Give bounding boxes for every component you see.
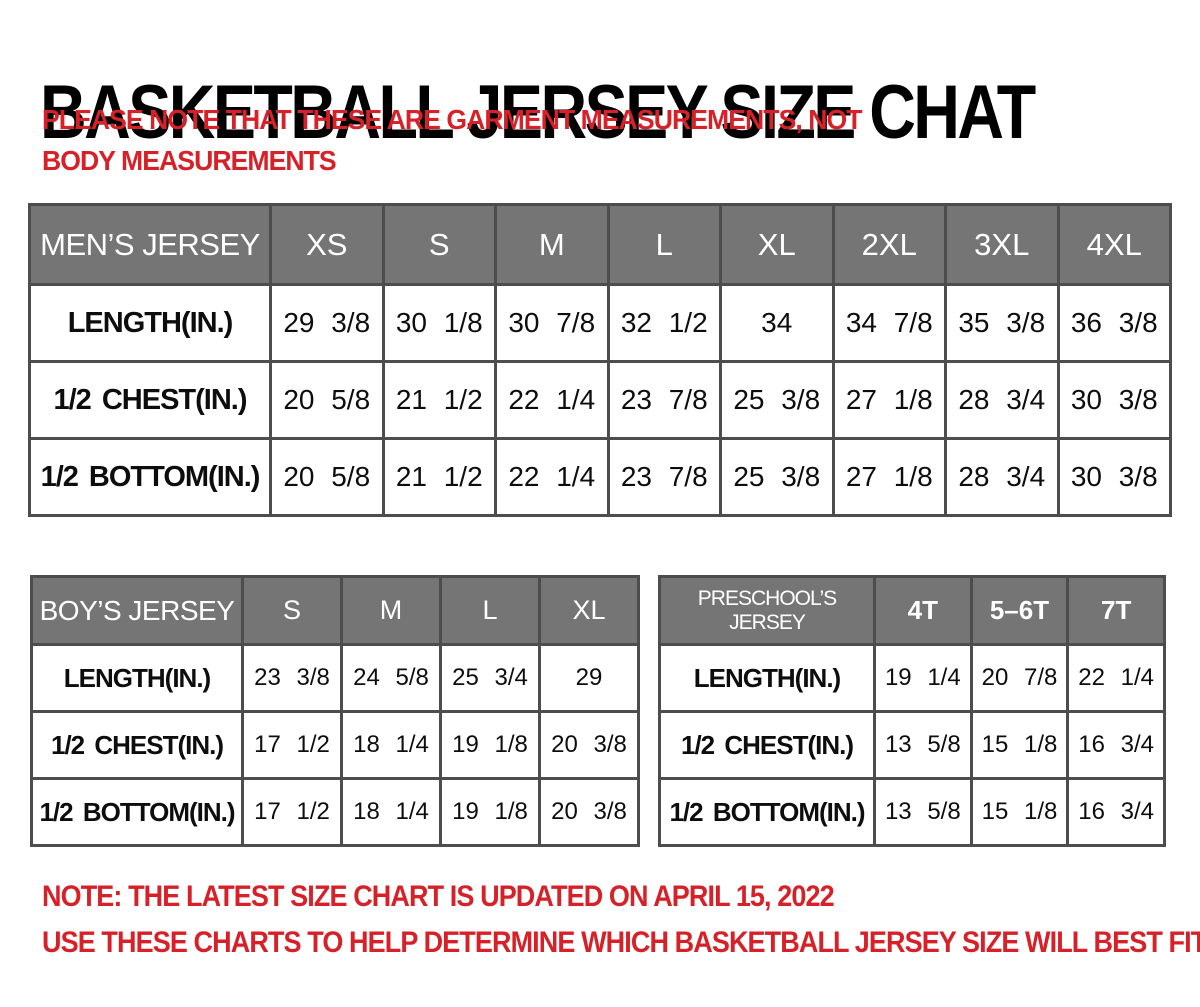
- measurement-value-cell: 30 7/8: [494, 283, 610, 363]
- size-column-header: 3XL: [944, 203, 1060, 286]
- measurement-value-cell: 21 1/2: [381, 360, 497, 440]
- measurement-value-cell: 22 1/4: [494, 360, 610, 440]
- table-title-cell: BOY’S JERSEY: [30, 575, 244, 646]
- measurement-row: 1/2 BOTTOM(IN.) 13 5/8 15 1/8 16 3/4: [658, 777, 1166, 847]
- measurement-value-cell: 24 5/8: [340, 643, 442, 713]
- measurement-value-cell: 28 3/4: [944, 360, 1060, 440]
- row-label-cell: 1/2 CHEST(IN.): [658, 710, 876, 780]
- table-title-cell: MEN’S JERSEY: [28, 203, 272, 286]
- size-table-header-row: MEN’S JERSEY XS S M L XL 2XL 3XL 4XL: [28, 203, 1172, 286]
- measurement-value-cell: 27 1/8: [831, 360, 947, 440]
- row-label-cell: 1/2 CHEST(IN.): [28, 360, 272, 440]
- measurement-value-cell: 20 5/8: [269, 437, 385, 517]
- measurement-value-cell: 30 1/8: [381, 283, 497, 363]
- size-column-header: XS: [269, 203, 385, 286]
- measurement-value-cell: 20 3/8: [538, 777, 640, 847]
- boys-jersey-size-table: BOY’S JERSEY S M L XL LENGTH(IN.) 23 3/8 24 5/8…: [30, 575, 640, 847]
- size-column-header: 5–6T: [969, 575, 1070, 646]
- measurement-value-cell: 30 3/8: [1056, 437, 1172, 517]
- size-column-header: 2XL: [831, 203, 947, 286]
- measurement-row: 1/2 CHEST(IN.) 17 1/2 18 1/4 19 1/8 20 3/8: [30, 710, 640, 780]
- measurement-value-cell: 32 1/2: [606, 283, 722, 363]
- size-column-header: M: [340, 575, 442, 646]
- measurement-value-cell: 18 1/4: [340, 777, 442, 847]
- row-label-cell: 1/2 BOTTOM(IN.): [658, 777, 876, 847]
- measurement-value-cell: 36 3/8: [1056, 283, 1172, 363]
- measurement-value-cell: 25 3/8: [719, 360, 835, 440]
- size-table-header-row: PRESCHOOL’S JERSEY 4T 5–6T 7T: [658, 575, 1166, 646]
- measurement-value-cell: 22 1/4: [1066, 643, 1166, 713]
- measurement-value-cell: 15 1/8: [969, 777, 1070, 847]
- measurement-value-cell: 21 1/2: [381, 437, 497, 517]
- row-label-cell: LENGTH(IN.): [28, 283, 272, 363]
- mens-jersey-size-table: MEN’S JERSEY XS S M L XL 2XL 3XL 4XL LENGTH(IN.) 2…: [28, 203, 1172, 517]
- measurement-value-cell: 25 3/8: [719, 437, 835, 517]
- table-title-cell: PRESCHOOL’S JERSEY: [658, 575, 876, 646]
- measurement-value-cell: 18 1/4: [340, 710, 442, 780]
- measurement-value-cell: 19 1/8: [439, 777, 541, 847]
- size-column-header: L: [439, 575, 541, 646]
- page-title: BASKETBALL JERSEY SIZE CHAT: [40, 69, 1036, 155]
- size-table-header-row: BOY’S JERSEY S M L XL: [30, 575, 640, 646]
- size-column-header: 7T: [1066, 575, 1166, 646]
- measurement-row: LENGTH(IN.) 19 1/4 20 7/8 22 1/4: [658, 643, 1166, 713]
- measurement-value-cell: 29 3/8: [269, 283, 385, 363]
- preschools-jersey-size-table: PRESCHOOL’S JERSEY 4T 5–6T 7T LENGTH(IN.) 19 …: [658, 575, 1166, 847]
- measurement-row: 1/2 CHEST(IN.) 20 5/8 21 1/2 22 1/4 23 7/8 25…: [28, 360, 1172, 440]
- measurement-value-cell: 20 7/8: [969, 643, 1070, 713]
- measurement-value-cell: 16 3/4: [1066, 710, 1166, 780]
- measurement-value-cell: 34 7/8: [831, 283, 947, 363]
- row-label-cell: 1/2 CHEST(IN.): [30, 710, 244, 780]
- row-label-cell: LENGTH(IN.): [658, 643, 876, 713]
- row-label-cell: 1/2 BOTTOM(IN.): [28, 437, 272, 517]
- size-column-header: L: [606, 203, 722, 286]
- size-column-header: S: [381, 203, 497, 286]
- measurement-value-cell: 20 5/8: [269, 360, 385, 440]
- measurement-value-cell: 28 3/4: [944, 437, 1060, 517]
- measurement-value-cell: 17 1/2: [241, 777, 343, 847]
- usage-note: USE THESE CHARTS TO HELP DETERMINE WHICH…: [42, 926, 1200, 959]
- measurement-value-cell: 13 5/8: [873, 710, 973, 780]
- measurement-value-cell: 13 5/8: [873, 777, 973, 847]
- measurement-row: LENGTH(IN.) 29 3/8 30 1/8 30 7/8 32 1/2 34 34 …: [28, 283, 1172, 363]
- measurement-value-cell: 30 3/8: [1056, 360, 1172, 440]
- size-column-header: S: [241, 575, 343, 646]
- measurement-value-cell: 19 1/8: [439, 710, 541, 780]
- measurement-value-cell: 19 1/4: [873, 643, 973, 713]
- size-column-header: M: [494, 203, 610, 286]
- measurement-row: LENGTH(IN.) 23 3/8 24 5/8 25 3/4 29: [30, 643, 640, 713]
- measurement-value-cell: 34: [719, 283, 835, 363]
- measurement-value-cell: 17 1/2: [241, 710, 343, 780]
- measurement-value-cell: 35 3/8: [944, 283, 1060, 363]
- measurement-row: 1/2 BOTTOM(IN.) 20 5/8 21 1/2 22 1/4 23 7/8 2…: [28, 437, 1172, 517]
- measurement-value-cell: 15 1/8: [969, 710, 1070, 780]
- row-label-cell: LENGTH(IN.): [30, 643, 244, 713]
- size-column-header: 4T: [873, 575, 973, 646]
- size-column-header: XL: [538, 575, 640, 646]
- measurement-row: 1/2 CHEST(IN.) 13 5/8 15 1/8 16 3/4: [658, 710, 1166, 780]
- update-date-note: NOTE: THE LATEST SIZE CHART IS UPDATED O…: [42, 880, 835, 913]
- measurement-value-cell: 23 7/8: [606, 437, 722, 517]
- size-column-header: XL: [719, 203, 835, 286]
- measurement-value-cell: 27 1/8: [831, 437, 947, 517]
- row-label-cell: 1/2 BOTTOM(IN.): [30, 777, 244, 847]
- measurement-value-cell: 23 7/8: [606, 360, 722, 440]
- measurement-value-cell: 16 3/4: [1066, 777, 1166, 847]
- size-column-header: 4XL: [1056, 203, 1172, 286]
- measurement-value-cell: 29: [538, 643, 640, 713]
- garment-measurement-disclaimer: PLEASE NOTE THAT THESE ARE GARMENT MEASU…: [42, 104, 863, 176]
- measurement-value-cell: 22 1/4: [494, 437, 610, 517]
- measurement-value-cell: 23 3/8: [241, 643, 343, 713]
- measurement-value-cell: 20 3/8: [538, 710, 640, 780]
- measurement-row: 1/2 BOTTOM(IN.) 17 1/2 18 1/4 19 1/8 20 3/8: [30, 777, 640, 847]
- measurement-value-cell: 25 3/4: [439, 643, 541, 713]
